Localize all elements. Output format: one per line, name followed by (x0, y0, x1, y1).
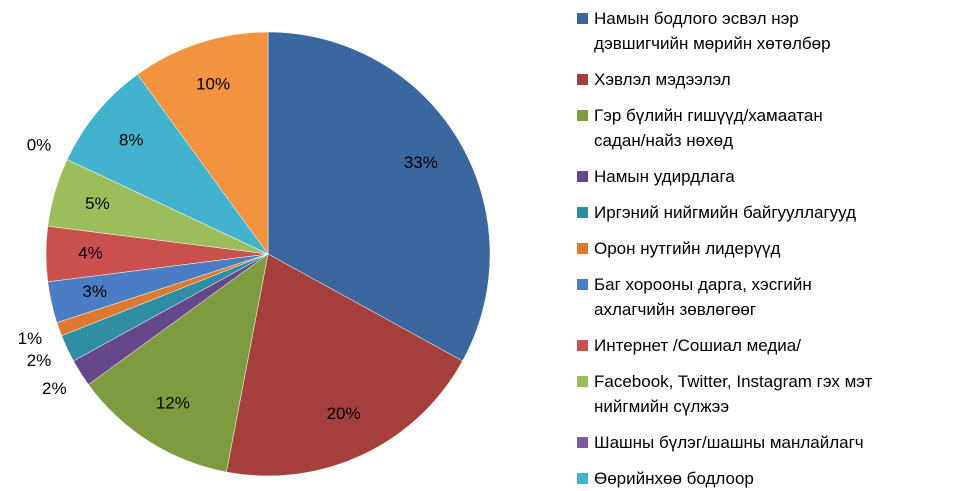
data-label: 12% (156, 393, 190, 412)
legend-swatch (577, 437, 588, 448)
legend-label: Интернет /Сошиал медиа/ (594, 336, 801, 355)
legend-label: Намын бодлого эсвэл нэр дэвшигчийн мөрий… (594, 9, 831, 53)
pie-chart: 33% 20% 12% 2% 2% 1% 3% 4% 5% 0% 8% 10% (18, 31, 491, 477)
pie-slice (88, 253, 269, 473)
legend-label: Facebook, Twitter, Instagram гэх мэт ний… (594, 372, 873, 416)
pie-slice (66, 74, 269, 255)
legend-label: Хэвлэл мэдээлэл (594, 70, 731, 89)
legend-label: Өөрийнхөө бодлоор (594, 469, 754, 488)
data-label: 3% (82, 282, 107, 301)
legend-label: Шашны бүлэг/шашны манлайлагч (594, 433, 864, 452)
data-label: 4% (78, 243, 103, 262)
legend-swatch (577, 74, 588, 85)
legend-swatch (577, 376, 588, 387)
legend-swatch (577, 473, 588, 484)
legend-swatch (577, 171, 588, 182)
legend-label: Иргэний нийгмийн байгууллагууд (594, 203, 856, 222)
legend-swatch (577, 207, 588, 218)
legend-swatch (577, 340, 588, 351)
data-label: 5% (85, 194, 110, 213)
data-label: 8% (119, 130, 144, 149)
legend-label: Орон нутгийн лидерүүд (594, 239, 781, 258)
data-label: 1% (18, 329, 43, 348)
pie-slice (267, 31, 491, 362)
pie-slice (226, 253, 463, 477)
data-label: 0% (27, 136, 52, 155)
legend-label: Намын удирдлага (594, 167, 735, 186)
legend-swatch (577, 243, 588, 254)
legend-swatch (577, 13, 588, 24)
data-label: 33% (404, 153, 438, 172)
legend-label: Баг хорооны дарга, хэсгийн ахлагчийн зөв… (594, 275, 812, 319)
legend-swatch (577, 279, 588, 290)
data-label: 20% (327, 404, 361, 423)
data-label: 10% (196, 75, 230, 94)
legend-label: Гэр бүлийн гишүүд/хамаатан садан/найз нө… (594, 106, 823, 150)
data-label: 2% (42, 379, 67, 398)
pie-slice (137, 31, 269, 255)
legend-swatch (577, 110, 588, 121)
data-label: 2% (27, 351, 52, 370)
